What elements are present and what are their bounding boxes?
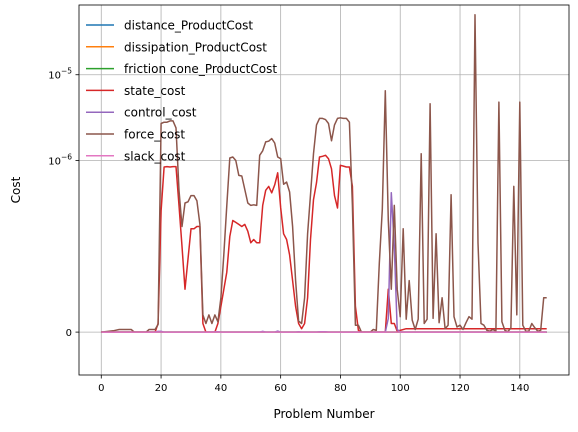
legend-label-force-cost: force_cost [124, 128, 185, 142]
legend-label-slack-cost: slack_cost [124, 149, 186, 163]
series-line-force-cost [101, 14, 547, 333]
x-tick-label: 100 [391, 383, 410, 394]
x-tick-label: 140 [510, 383, 529, 394]
x-tick-label: 120 [450, 383, 469, 394]
x-tick-label: 0 [98, 383, 104, 394]
legend-label-control-cost: control_cost [124, 106, 197, 120]
legend: distance_ProductCost dissipation_ProductC… [86, 19, 277, 163]
y-tick-label: 10−5 [48, 67, 72, 82]
y-tick-label: 10−6 [48, 153, 72, 168]
x-tick-label: 80 [334, 383, 347, 394]
y-axis-ticks: 0 10−6 10−5 [48, 67, 79, 339]
legend-label-friction-cone-productcost: friction cone_ProductCost [124, 62, 277, 76]
series-lines [101, 14, 547, 333]
x-tick-label: 60 [274, 383, 287, 394]
x-tick-label: 40 [214, 383, 227, 394]
x-axis-ticks: 0 20 40 60 80 100 120 140 [98, 375, 529, 394]
x-axis-label: Problem Number [273, 407, 374, 421]
series-line-state-cost [101, 154, 547, 333]
x-tick-label: 20 [155, 383, 168, 394]
legend-label-dissipation-productcost: dissipation_ProductCost [124, 40, 267, 54]
plot-frame [78, 4, 570, 376]
y-axis-label: Cost [9, 176, 23, 203]
legend-label-distance-productcost: distance_ProductCost [124, 19, 253, 33]
legend-label-state-cost: state_cost [124, 84, 186, 98]
y-tick-label: 0 [66, 328, 72, 339]
